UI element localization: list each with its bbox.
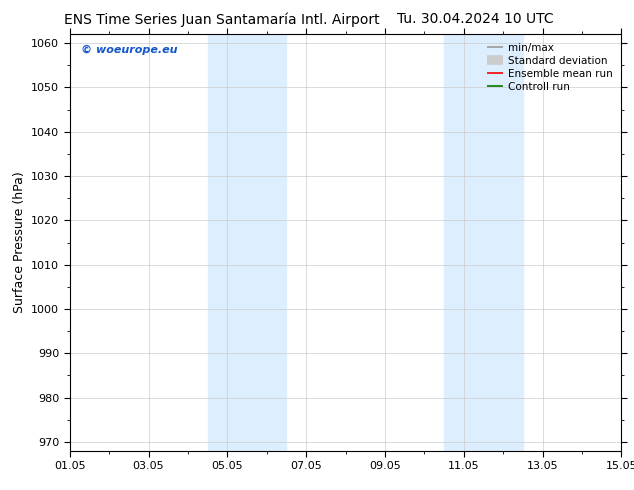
Text: ENS Time Series Juan Santamaría Intl. Airport: ENS Time Series Juan Santamaría Intl. Ai…: [64, 12, 380, 27]
Bar: [247, 34, 287, 451]
Bar: [444, 34, 483, 451]
Bar: [207, 34, 247, 451]
Text: Tu. 30.04.2024 10 UTC: Tu. 30.04.2024 10 UTC: [397, 12, 554, 26]
Legend: min/max, Standard deviation, Ensemble mean run, Controll run: min/max, Standard deviation, Ensemble me…: [484, 40, 616, 95]
Bar: [483, 34, 523, 451]
Text: © woeurope.eu: © woeurope.eu: [81, 45, 178, 55]
Y-axis label: Surface Pressure (hPa): Surface Pressure (hPa): [13, 172, 25, 314]
